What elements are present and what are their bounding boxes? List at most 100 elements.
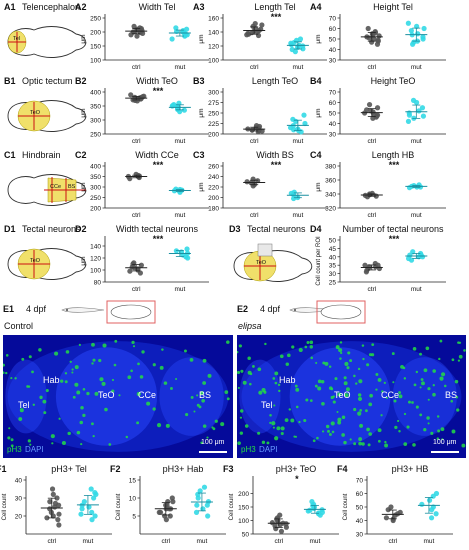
y-axis-label: μm bbox=[80, 256, 87, 265]
label-hab-elipsa: Hab bbox=[279, 375, 296, 385]
chart-f4: F4 pH3+ HB 30 40 50 60 70 Cell count ctrl mut bbox=[337, 464, 453, 545]
ph3-cell bbox=[252, 365, 255, 368]
ph3-cell bbox=[290, 418, 295, 423]
ph3-cell bbox=[287, 353, 291, 358]
significance-marker: *** bbox=[153, 234, 164, 244]
ph3-cell bbox=[412, 443, 416, 447]
y-axis-label: μm bbox=[315, 108, 322, 117]
data-point-mut bbox=[195, 491, 201, 497]
chart-title-f1: pH3+ Tel bbox=[51, 464, 87, 474]
ph3-cell bbox=[264, 342, 267, 346]
ph3-cell bbox=[125, 435, 129, 439]
ph3-cell bbox=[392, 381, 395, 384]
stain-dapi-control: DAPI bbox=[25, 445, 44, 454]
data-point-ctrl bbox=[50, 491, 56, 497]
ph3-cell bbox=[357, 367, 361, 371]
condition-control: Control bbox=[4, 321, 34, 331]
ph3-cell bbox=[104, 407, 108, 412]
ph3-cell bbox=[80, 406, 84, 410]
category-label-mut: mut bbox=[174, 212, 185, 219]
category-label-mut: mut bbox=[292, 138, 303, 145]
y-tick-label: 150 bbox=[90, 44, 101, 51]
ph3-cell bbox=[10, 377, 13, 380]
data-point-mut bbox=[309, 499, 315, 505]
ph3-cell bbox=[175, 377, 178, 381]
ph3-cell bbox=[113, 363, 117, 367]
ph3-cell bbox=[366, 427, 370, 432]
category-label-ctrl: ctrl bbox=[132, 64, 141, 71]
schematic-title-d1: Tectal neurons bbox=[22, 224, 81, 234]
ph3-cell bbox=[163, 381, 168, 385]
data-point-ctrl bbox=[47, 499, 53, 505]
y-tick-label: 100 bbox=[208, 58, 219, 65]
data-point-mut bbox=[300, 46, 306, 52]
data-point-mut bbox=[194, 502, 200, 508]
ph3-cell bbox=[141, 350, 145, 354]
ph3-cell bbox=[94, 391, 99, 396]
data-point-mut bbox=[302, 120, 308, 127]
category-label-mut: mut bbox=[82, 538, 93, 545]
ph3-cell bbox=[324, 361, 329, 366]
ph3-cell bbox=[377, 439, 381, 443]
chart-title-f2: pH3+ Hab bbox=[163, 464, 204, 474]
ph3-cell bbox=[403, 442, 408, 447]
ph3-cell bbox=[294, 384, 298, 388]
ph3-cell bbox=[273, 404, 276, 407]
y-tick-label: 40 bbox=[329, 254, 337, 261]
larva-eye bbox=[66, 309, 68, 311]
y-tick-label: 320 bbox=[325, 206, 336, 213]
ph3-cell bbox=[98, 358, 102, 363]
data-point-ctrl bbox=[138, 96, 144, 102]
y-tick-label: 300 bbox=[90, 118, 101, 125]
data-point-ctrl bbox=[137, 270, 143, 276]
ph3-cell bbox=[82, 413, 86, 418]
ph3-cell bbox=[226, 397, 230, 401]
y-tick-label: 200 bbox=[90, 30, 101, 37]
ph3-cell bbox=[18, 417, 23, 421]
category-label-mut: mut bbox=[174, 138, 185, 145]
ph3-cell bbox=[353, 407, 357, 412]
data-point-mut bbox=[297, 36, 304, 42]
ph3-cell bbox=[114, 339, 118, 343]
ph3-cell bbox=[393, 399, 397, 403]
ph3-cell bbox=[271, 421, 276, 426]
ph3-cell bbox=[237, 350, 239, 354]
ph3-cell bbox=[74, 382, 79, 387]
y-tick-label: 120 bbox=[90, 256, 101, 263]
ph3-cell bbox=[269, 413, 272, 417]
y-tick-label: 200 bbox=[90, 206, 101, 213]
data-point-ctrl bbox=[131, 23, 137, 29]
ph3-cell bbox=[272, 426, 275, 429]
panel-label-d1: D1 bbox=[4, 224, 16, 234]
ph3-cell bbox=[357, 411, 362, 416]
y-tick-label: 35 bbox=[329, 263, 337, 270]
y-tick-label: 140 bbox=[90, 244, 101, 251]
schematic-c1: C1 Hindbrain CCe BS bbox=[4, 150, 87, 206]
ph3-cell bbox=[91, 362, 94, 365]
y-tick-label: 100 bbox=[90, 58, 101, 65]
dapi-tectum bbox=[289, 347, 391, 446]
y-axis-label: Cell count bbox=[343, 493, 349, 520]
data-point-mut bbox=[405, 118, 412, 124]
y-tick-label: 220 bbox=[208, 185, 219, 192]
category-label-ctrl: ctrl bbox=[47, 538, 56, 545]
data-point-ctrl bbox=[392, 512, 398, 518]
ph3-cell bbox=[380, 414, 383, 417]
region-label-bs: BS bbox=[68, 184, 76, 190]
label-cce-control: CCe bbox=[138, 390, 157, 400]
data-point-mut bbox=[181, 107, 187, 113]
ph3-cell bbox=[420, 378, 424, 381]
ph3-cell bbox=[99, 377, 104, 382]
data-point-ctrl bbox=[283, 521, 289, 527]
label-hab-control: Hab bbox=[43, 375, 60, 385]
ph3-cell bbox=[309, 345, 313, 349]
ph3-cell bbox=[440, 372, 446, 377]
y-tick-label: 80 bbox=[94, 280, 102, 287]
ph3-cell bbox=[316, 436, 319, 440]
stage-e1: 4 dpf bbox=[26, 304, 47, 314]
ph3-cell bbox=[327, 429, 331, 433]
ph3-cell bbox=[397, 419, 400, 423]
chart-b4: B4 Height TeO 30 40 50 60 70 μm ctrl mut bbox=[310, 76, 446, 145]
ph3-cell bbox=[206, 436, 209, 439]
